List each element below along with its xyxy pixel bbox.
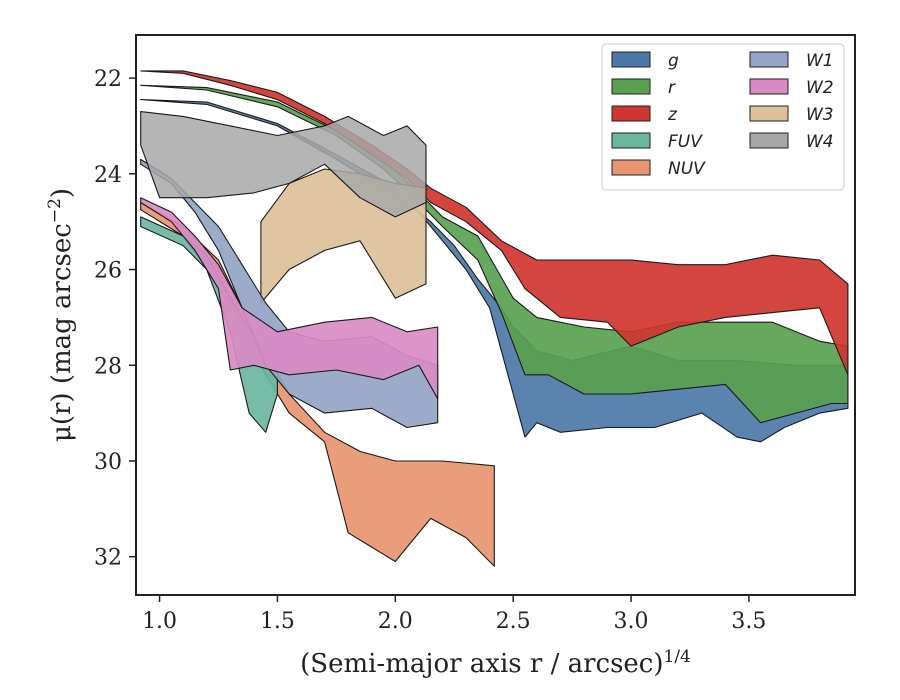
legend-swatch-w2 [749, 78, 789, 95]
legend-label-w3: W3 [806, 105, 834, 125]
legend-swatch-fuv [611, 132, 651, 149]
legend-swatch-w3 [749, 105, 789, 122]
y-tick-label: 24 [94, 163, 122, 188]
legend-swatch-z [611, 105, 651, 122]
x-axis-label: (Semi-major axis r / arcsec)1/4 [300, 647, 691, 679]
legend: grz FUV NUV W1 W2 W3 W4 [601, 43, 845, 191]
legend-swatch-g [611, 51, 651, 68]
legend-swatch-w4 [749, 132, 789, 149]
x-tick-label: 1.5 [260, 609, 295, 634]
y-axis-label: μ(r) (mag arcsec−2) [45, 188, 77, 442]
legend-label-r: r [668, 78, 676, 98]
y-axis: 22 24 26 28 30 32 [94, 67, 136, 571]
y-tick-label: 28 [94, 354, 122, 379]
legend-label-nuv: NUV [668, 159, 706, 179]
x-tick-label: 3.0 [614, 609, 649, 634]
x-axis: 1.0 1.5 2.0 2.5 3.0 3.5 [142, 595, 766, 634]
band-r [140, 84, 849, 424]
legend-label-g: g [668, 51, 679, 71]
x-tick-label: 2.0 [378, 609, 413, 634]
legend-label-w1: W1 [806, 51, 834, 71]
legend-swatch-nuv [611, 159, 651, 176]
legend-label-z: z [667, 105, 678, 125]
legend-label-fuv: FUV [668, 132, 703, 152]
x-tick-label: 1.0 [142, 609, 177, 634]
legend-swatch-w1 [749, 51, 789, 68]
legend-label-w4: W4 [806, 132, 834, 152]
bands-layer [140, 70, 849, 567]
legend-swatch-r [611, 78, 651, 95]
y-tick-label: 30 [94, 450, 122, 475]
legend-label-w2: W2 [806, 78, 834, 98]
band-w4 [140, 111, 427, 218]
x-tick-label: 2.5 [496, 609, 531, 634]
band-w2 [140, 197, 439, 400]
x-tick-label: 3.5 [731, 609, 766, 634]
y-tick-label: 22 [94, 67, 122, 92]
y-tick-label: 26 [94, 259, 122, 284]
plot-frame [135, 34, 856, 596]
y-tick-label: 32 [94, 546, 122, 571]
